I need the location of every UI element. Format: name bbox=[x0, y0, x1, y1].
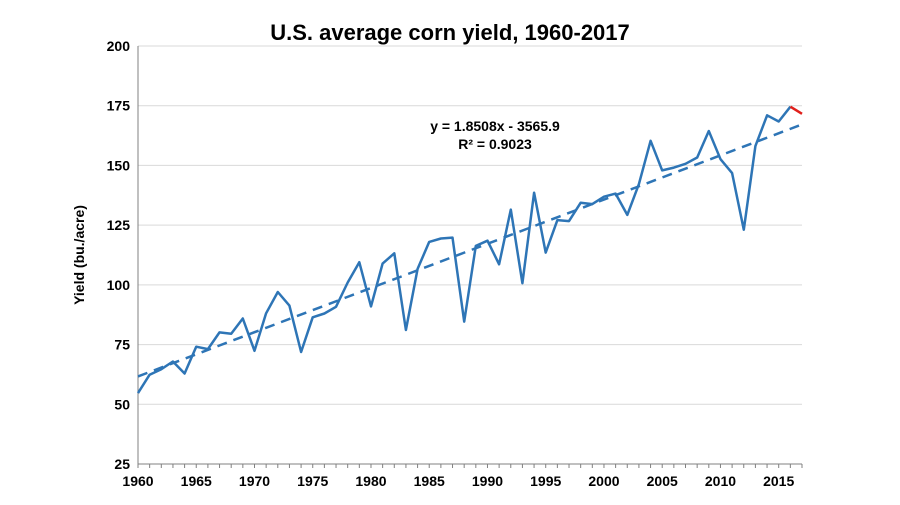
y-tick-label-200: 200 bbox=[107, 38, 131, 54]
y-tick-labels: 25 50 75 100 125 150 175 200 bbox=[107, 38, 131, 472]
x-tick-label-2015: 2015 bbox=[763, 473, 794, 489]
y-tick-label-75: 75 bbox=[114, 337, 130, 353]
grid-lines bbox=[138, 45, 802, 405]
y-tick-label-125: 125 bbox=[107, 217, 131, 233]
x-tick-label-2010: 2010 bbox=[705, 473, 736, 489]
x-tick-label-2005: 2005 bbox=[647, 473, 678, 489]
axes bbox=[137, 46, 803, 468]
trendline-group bbox=[137, 123, 803, 378]
trend-equation-label: y = 1.8508x - 3565.9 bbox=[430, 118, 560, 134]
y-tick-label-25: 25 bbox=[114, 456, 130, 472]
y-tick-label-175: 175 bbox=[107, 98, 131, 114]
x-tick-label-1970: 1970 bbox=[239, 473, 270, 489]
x-tick-label-1980: 1980 bbox=[355, 473, 386, 489]
y-tick-label-150: 150 bbox=[107, 157, 131, 173]
x-tick-label-1990: 1990 bbox=[472, 473, 503, 489]
y-tick-label-100: 100 bbox=[107, 277, 131, 293]
x-tick-label-1960: 1960 bbox=[122, 473, 153, 489]
series-group bbox=[136, 105, 803, 394]
x-tick-label-1995: 1995 bbox=[530, 473, 561, 489]
y-axis-label: Yield (bu./acre) bbox=[71, 205, 87, 305]
series-line-0 bbox=[136, 105, 792, 394]
x-tick-label-2000: 2000 bbox=[588, 473, 619, 489]
x-tick-label-1985: 1985 bbox=[414, 473, 445, 489]
x-tick-labels: 1960 1965 1970 1975 1980 1985 1990 1995 2000 2005… bbox=[122, 473, 794, 489]
x-tick-label-1975: 1975 bbox=[297, 473, 328, 489]
series-line-1 bbox=[789, 105, 803, 115]
y-tick-label-50: 50 bbox=[114, 396, 130, 412]
trendline bbox=[137, 123, 803, 378]
trend-r2-label: R² = 0.9023 bbox=[458, 136, 532, 152]
chart-title: U.S. average corn yield, 1960-2017 bbox=[270, 20, 630, 45]
x-tick-label-1965: 1965 bbox=[181, 473, 212, 489]
